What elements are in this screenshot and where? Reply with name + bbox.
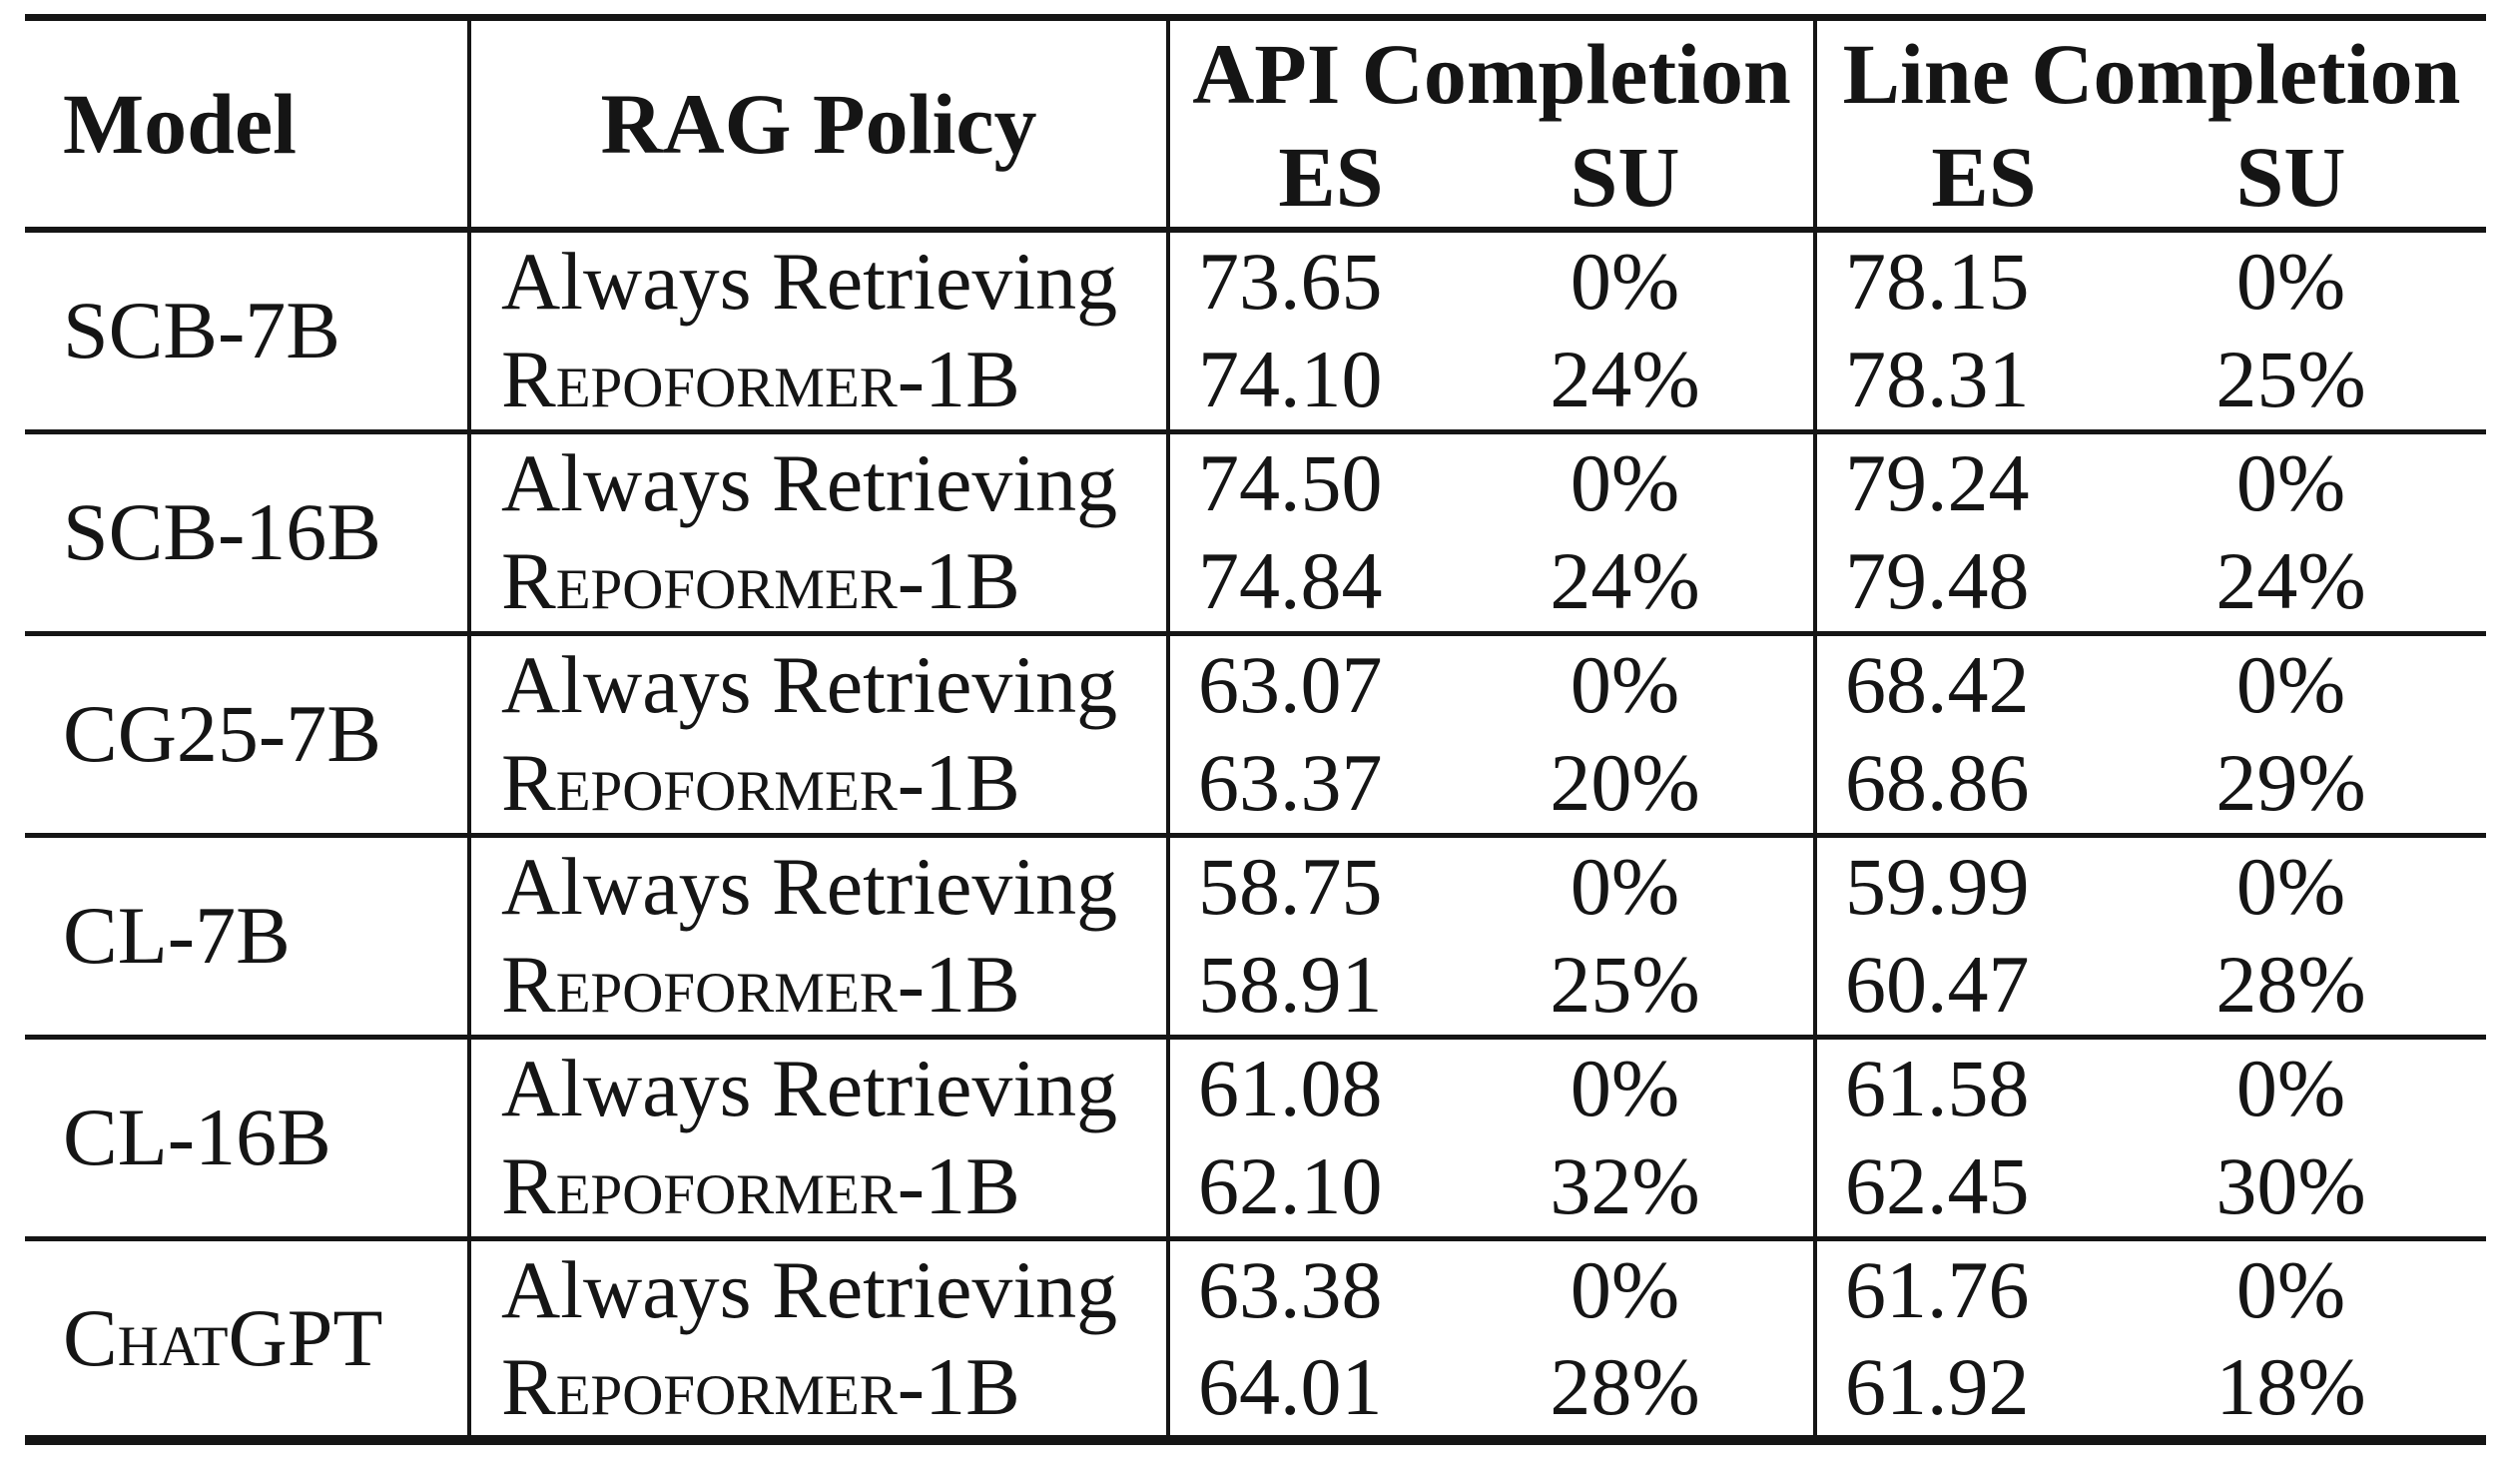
- api-su-value: 28%: [1550, 1341, 1700, 1432]
- rag-policy-cell: Always Retrieving: [467, 230, 1168, 331]
- rag-policy-cell: Repoformer-1B: [467, 331, 1168, 431]
- column-header-line-su: SU: [2235, 129, 2346, 225]
- api-su-value: 25%: [1550, 939, 1700, 1031]
- line-es-value: 68.86: [1813, 734, 2152, 835]
- rag-policy-cell: Repoformer-1B: [467, 1339, 1168, 1440]
- table-row: Repoformer-1B 58.91 25% 60.47 28%: [25, 936, 2486, 1037]
- api-es-value: 74.50: [1166, 431, 1492, 532]
- table-row: Repoformer-1B 63.37 20% 68.86 29%: [25, 734, 2486, 835]
- table-row: CG25-7B Always Retrieving 63.07 0% 68.42…: [25, 633, 2486, 779]
- api-su-value: 0%: [1570, 1243, 1680, 1335]
- model-group-scb-16b: SCB-16B Always Retrieving 74.50 0% 79.24…: [25, 431, 2487, 633]
- model-name: CG25-7B: [63, 688, 381, 779]
- api-es-value: 63.38: [1166, 1238, 1492, 1339]
- line-es-value: 61.76: [1813, 1238, 2152, 1339]
- line-su-value: 25%: [2215, 334, 2366, 425]
- table-row: Repoformer-1B 74.84 24% 79.48 24%: [25, 532, 2486, 633]
- column-header-api-su: SU: [1570, 129, 1680, 225]
- rag-policy-cell: Repoformer-1B: [467, 936, 1168, 1037]
- api-es-value: 58.75: [1166, 835, 1492, 936]
- table-row: Repoformer-1B 64.01 28% 61.92 18%: [25, 1339, 2486, 1440]
- api-su-value: 0%: [1570, 840, 1680, 932]
- column-header-api-es: ES: [1166, 127, 1492, 230]
- column-header-model: Model: [63, 76, 298, 172]
- model-group-scb-7b: SCB-7B Always Retrieving 73.65 0% 78.15 …: [25, 230, 2487, 431]
- api-es-value: 74.10: [1166, 331, 1492, 431]
- model-group-cl-16b: CL-16B Always Retrieving 61.08 0% 61.58 …: [25, 1037, 2487, 1238]
- results-table: Model RAG Policy API Completion Line Com…: [25, 14, 2487, 1445]
- api-es-value: 58.91: [1166, 936, 1492, 1037]
- api-es-value: 63.07: [1166, 633, 1492, 734]
- line-su-value: 29%: [2215, 737, 2366, 829]
- model-name: CL-16B: [63, 1092, 331, 1182]
- table-row: ChatGPT Always Retrieving 63.38 0% 61.76…: [25, 1238, 2486, 1383]
- api-es-value: 63.37: [1166, 734, 1492, 835]
- table-row: SCB-7B Always Retrieving 73.65 0% 78.15 …: [25, 230, 2486, 375]
- api-su-value: 20%: [1550, 737, 1700, 829]
- model-name: SCB-7B: [63, 285, 340, 376]
- api-es-value: 61.08: [1166, 1037, 1492, 1137]
- line-es-value: 61.58: [1813, 1037, 2152, 1137]
- api-su-value: 0%: [1570, 638, 1680, 730]
- model-name: ChatGPT: [63, 1291, 383, 1383]
- line-su-value: 0%: [2235, 1042, 2346, 1133]
- model-group-chatgpt: ChatGPT Always Retrieving 63.38 0% 61.76…: [25, 1238, 2487, 1440]
- line-es-value: 62.45: [1813, 1137, 2152, 1238]
- api-su-value: 0%: [1570, 236, 1680, 327]
- rag-policy-cell: Repoformer-1B: [467, 1137, 1168, 1238]
- line-su-value: 24%: [2215, 535, 2366, 627]
- column-header-rag-policy: RAG Policy: [467, 17, 1168, 230]
- column-group-api-completion: API Completion: [1165, 17, 1816, 127]
- line-su-value: 0%: [2235, 236, 2346, 327]
- api-su-value: 0%: [1570, 1042, 1680, 1133]
- rag-policy-cell: Repoformer-1B: [467, 532, 1168, 633]
- column-header-line-es: ES: [1813, 127, 2152, 230]
- table-header: Model RAG Policy API Completion Line Com…: [25, 17, 2487, 230]
- rag-policy-cell: Always Retrieving: [467, 1238, 1168, 1339]
- api-es-value: 73.65: [1166, 230, 1492, 331]
- api-es-value: 74.84: [1166, 532, 1492, 633]
- line-su-value: 0%: [2235, 840, 2346, 932]
- model-name: SCB-16B: [63, 486, 381, 577]
- column-group-line-completion: Line Completion: [1813, 17, 2487, 127]
- model-group-cg25-7b: CG25-7B Always Retrieving 63.07 0% 68.42…: [25, 633, 2487, 835]
- table-row: SCB-16B Always Retrieving 74.50 0% 79.24…: [25, 431, 2486, 577]
- model-name: CL-7B: [63, 890, 291, 981]
- line-su-value: 0%: [2235, 436, 2346, 528]
- model-group-cl-7b: CL-7B Always Retrieving 58.75 0% 59.99 0…: [25, 835, 2487, 1037]
- table-row: CL-7B Always Retrieving 58.75 0% 59.99 0…: [25, 835, 2486, 981]
- line-es-value: 78.15: [1813, 230, 2152, 331]
- table-row: CL-16B Always Retrieving 61.08 0% 61.58 …: [25, 1037, 2486, 1182]
- line-su-value: 30%: [2215, 1140, 2366, 1232]
- rag-policy-cell: Always Retrieving: [467, 835, 1168, 936]
- rag-policy-cell: Always Retrieving: [467, 1037, 1168, 1137]
- rag-policy-cell: Always Retrieving: [467, 633, 1168, 734]
- line-es-value: 60.47: [1813, 936, 2152, 1037]
- api-es-value: 62.10: [1166, 1137, 1492, 1238]
- table-row: Repoformer-1B 62.10 32% 62.45 30%: [25, 1137, 2486, 1238]
- rag-policy-cell: Always Retrieving: [467, 431, 1168, 532]
- api-su-value: 32%: [1550, 1140, 1700, 1232]
- api-su-value: 0%: [1570, 436, 1680, 528]
- line-es-value: 78.31: [1813, 331, 2152, 431]
- api-su-value: 24%: [1550, 535, 1700, 627]
- line-es-value: 59.99: [1813, 835, 2152, 936]
- line-es-value: 61.92: [1813, 1339, 2152, 1440]
- api-su-value: 24%: [1550, 334, 1700, 425]
- table-row: Repoformer-1B 74.10 24% 78.31 25%: [25, 331, 2486, 431]
- line-su-value: 0%: [2235, 1243, 2346, 1335]
- line-es-value: 79.48: [1813, 532, 2152, 633]
- line-su-value: 28%: [2215, 939, 2366, 1031]
- rag-policy-cell: Repoformer-1B: [467, 734, 1168, 835]
- line-su-value: 0%: [2235, 638, 2346, 730]
- api-es-value: 64.01: [1166, 1339, 1492, 1440]
- line-es-value: 79.24: [1813, 431, 2152, 532]
- results-table-container: Model RAG Policy API Completion Line Com…: [25, 14, 2487, 1445]
- line-es-value: 68.42: [1813, 633, 2152, 734]
- line-su-value: 18%: [2215, 1341, 2366, 1432]
